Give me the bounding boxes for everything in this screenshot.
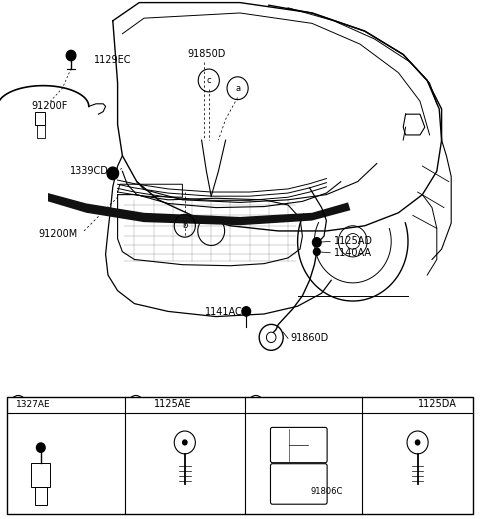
Text: a: a [235,84,240,93]
Text: 1125AD: 1125AD [334,236,372,247]
Text: 1327AE: 1327AE [16,400,50,408]
Text: 1129EC: 1129EC [94,54,131,65]
Circle shape [313,248,320,255]
Bar [7,397,473,514]
Polygon shape [48,193,350,225]
Circle shape [242,307,251,316]
Text: 1140AA: 1140AA [334,248,372,258]
Text: 91200M: 91200M [38,228,78,239]
Text: c: c [253,399,258,408]
Circle shape [415,439,420,445]
Text: a: a [16,399,21,408]
Text: 91806C: 91806C [311,487,343,496]
Text: 91860D: 91860D [290,333,329,344]
Circle shape [36,443,45,453]
Text: 1141AC: 1141AC [204,307,242,318]
Bar [35,112,45,125]
Circle shape [107,167,119,180]
Circle shape [66,50,76,61]
Text: 1339CD: 1339CD [70,166,108,176]
Bar [35,487,47,504]
Circle shape [182,439,188,445]
Text: 1125AE: 1125AE [154,399,191,409]
Text: 91200F: 91200F [31,101,68,112]
Text: b: b [133,399,139,408]
Circle shape [312,238,321,247]
Text: 1125DA: 1125DA [418,399,456,409]
Bar [31,463,50,487]
Bar [37,125,45,138]
Text: c: c [206,76,211,85]
Text: 91850D: 91850D [187,49,226,60]
Text: b: b [182,221,188,230]
